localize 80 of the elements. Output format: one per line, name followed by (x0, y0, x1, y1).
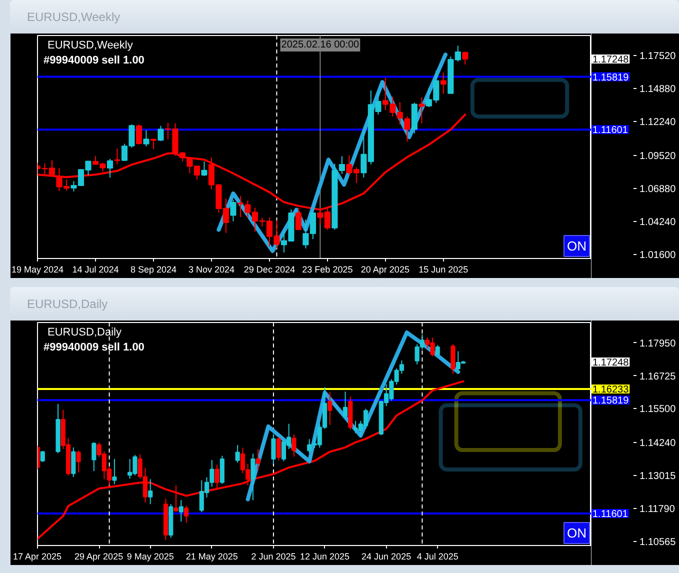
ref-line-label: 1.11601 (592, 509, 628, 520)
candlestick (276, 436, 281, 461)
candlestick (450, 344, 456, 374)
x-tick-label: 8 Sep 2024 (130, 264, 177, 274)
candlestick (174, 484, 178, 512)
y-tick-label: 1.13015 (640, 471, 676, 482)
annotation: #99940009 sell 1.00 (44, 342, 144, 354)
ref-line-label: 1.15819 (592, 72, 630, 84)
y-tick-label: 1.06880 (640, 184, 676, 196)
candlestick (106, 158, 114, 178)
candlestick (184, 504, 189, 524)
text: 1.17248 (592, 54, 630, 66)
candlestick (342, 391, 348, 419)
x-tick-label: 19 May 2024 (11, 264, 64, 274)
chart-subtitle: EURUSD,Weekly (48, 40, 134, 52)
x-tick-label: 29 Apr 2025 (74, 552, 124, 562)
candlestick (214, 464, 220, 489)
x-tick-label: 20 Apr 2025 (360, 264, 410, 274)
candlestick (178, 500, 184, 522)
y-tick-label: 1.14880 (640, 84, 676, 96)
y-tick-label: 1.10565 (640, 536, 676, 548)
candlestick (92, 442, 96, 472)
chart-subtitle: EURUSD,Daily (48, 326, 122, 338)
x-tick-label: 4 Jul 2025 (416, 552, 458, 562)
x-tick-label: 3 Nov 2024 (188, 264, 234, 274)
candlestick (148, 478, 153, 505)
candlestick (235, 444, 240, 463)
candlestick (250, 453, 256, 501)
ref-line-label: 2025.02.16 00:00 (281, 40, 360, 50)
annotation: ON (567, 526, 586, 540)
candlestick (328, 392, 332, 426)
y-tick-label: 1.04240 (640, 217, 676, 228)
annotation: #99940009 sell 1.00 (44, 54, 144, 66)
y-tick-label: 1.14240 (640, 438, 676, 450)
candlestick (143, 130, 150, 147)
line-series (38, 380, 464, 540)
candlestick (440, 72, 446, 94)
candlestick (404, 116, 410, 142)
chart-title: EURUSD,Weekly (26, 9, 120, 26)
candlestick (256, 448, 260, 472)
candlestick (136, 124, 142, 145)
y-tick-label: 1.12240 (640, 117, 676, 128)
x-tick-label: 2 Jun 2025 (251, 552, 296, 562)
x-tick-label: 14 Jul 2024 (72, 264, 119, 274)
candlestick (418, 96, 425, 124)
ref-line-label: 1.15819 (592, 396, 630, 407)
chart-title: EURUSD,Daily (26, 296, 108, 313)
x-tick-label: 15 Jun 2025 (418, 264, 468, 274)
x-tick-label: 24 Jun 2025 (362, 552, 412, 562)
y-tick-label: 1.17950 (640, 338, 676, 350)
candlestick (230, 200, 236, 222)
annotation: ON (567, 238, 586, 254)
candlestick (271, 434, 276, 464)
x-tick-label: 21 May 2025 (186, 552, 238, 562)
candlestick (237, 195, 244, 218)
candlestick (292, 434, 296, 458)
line-series (246, 330, 460, 502)
x-tick-label: 12 Jun 2025 (300, 552, 350, 562)
y-tick-label: 1.11790 (640, 504, 676, 515)
ref-line-label: 1.16233 (592, 384, 630, 396)
candlestick (158, 125, 164, 142)
ref-line-label: 1.11601 (592, 125, 628, 136)
candlestick (220, 455, 224, 484)
candlestick (71, 446, 76, 478)
candlestick (114, 148, 120, 166)
candlestick (40, 450, 45, 462)
x-tick-label: 29 Dec 2024 (244, 264, 295, 274)
y-tick-label: 1.17520 (640, 51, 676, 62)
x-tick-label: 9 May 2025 (126, 552, 174, 562)
candlestick (76, 450, 81, 473)
y-tick-label: 1.01600 (640, 250, 676, 262)
candlestick (462, 51, 468, 66)
x-tick-label: 23 Feb 2025 (302, 264, 353, 274)
text: 1.17248 (592, 357, 630, 368)
y-tick-label: 1.16725 (640, 371, 676, 382)
y-tick-label: 1.15500 (640, 404, 676, 416)
candlestick (112, 458, 117, 485)
y-tick-label: 1.09520 (640, 151, 676, 162)
x-tick-label: 17 Apr 2025 (12, 552, 62, 562)
candlestick (201, 161, 208, 177)
